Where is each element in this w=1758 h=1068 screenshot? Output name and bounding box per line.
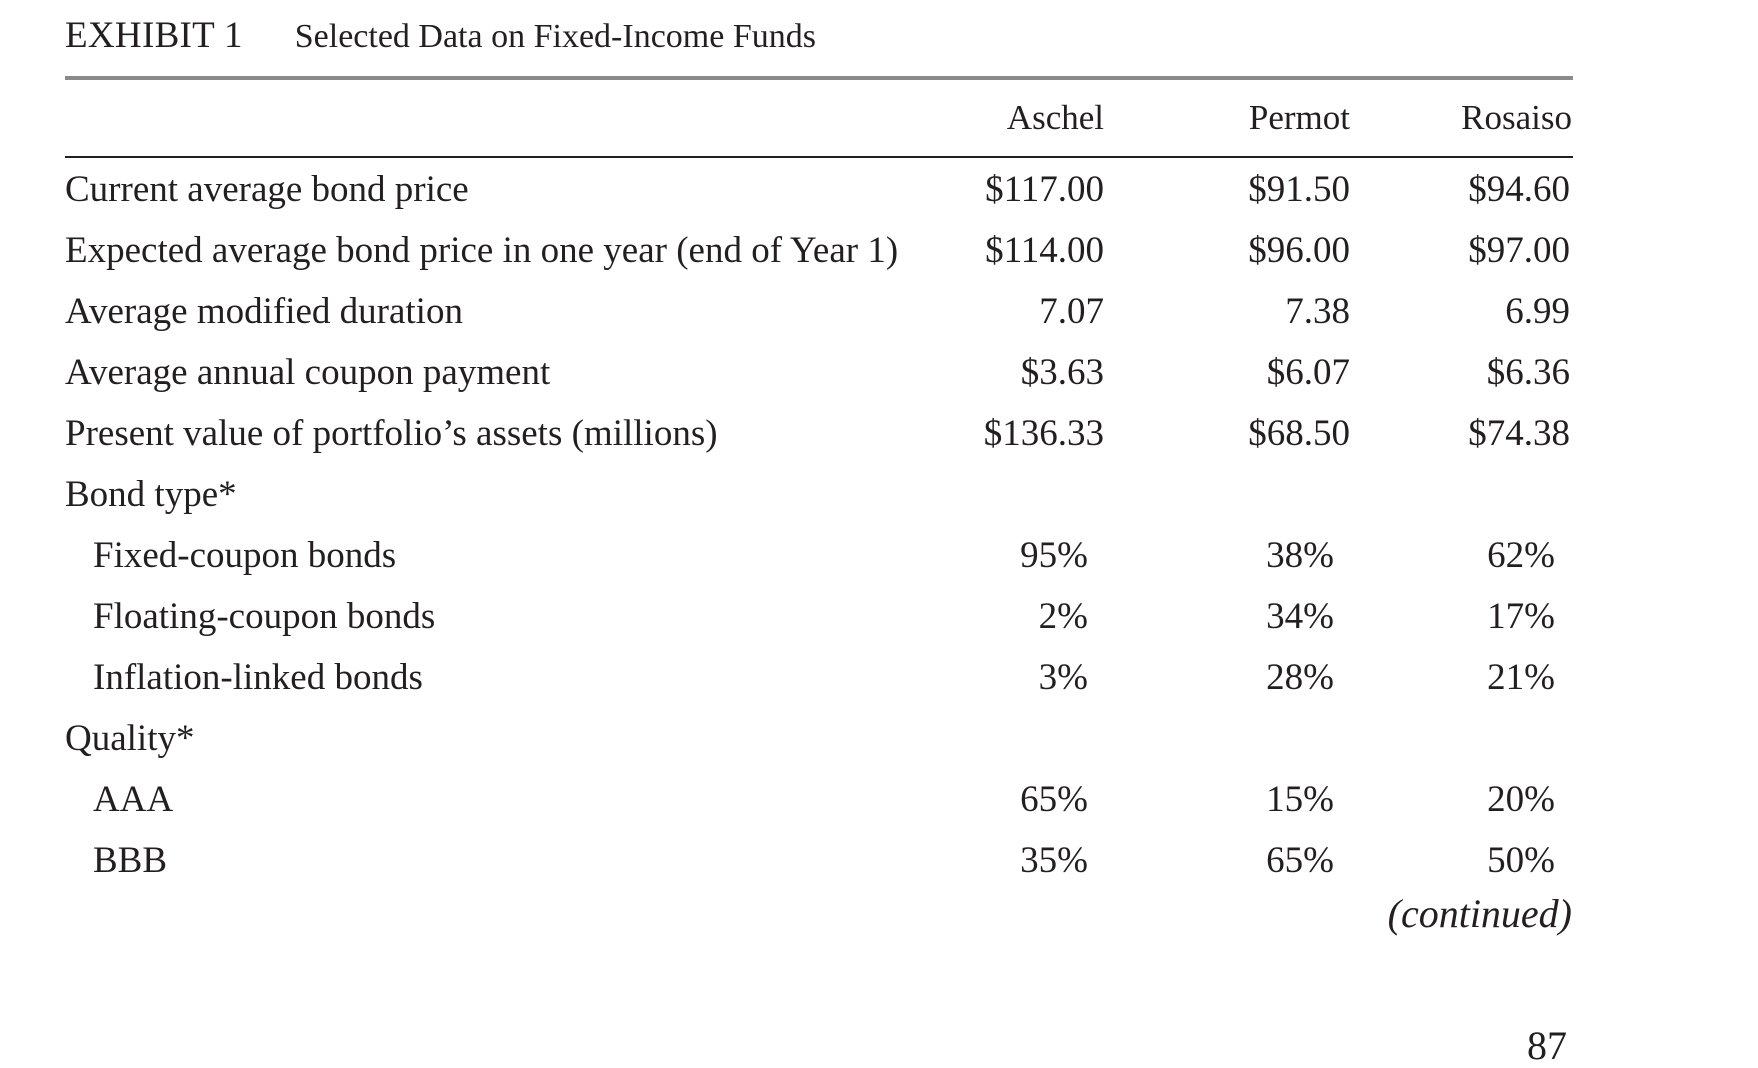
row-label: Floating-coupon bonds: [93, 596, 436, 637]
cell-rosaiso: 17%: [1487, 596, 1555, 637]
table-row: BBB 35% 65% 50%: [0, 830, 1758, 891]
cell-permot: 65%: [1266, 840, 1334, 881]
table-row: Floating-coupon bonds 2% 34% 17%: [0, 586, 1758, 647]
cell-aschel: 65%: [1020, 779, 1088, 820]
row-label: Fixed-coupon bonds: [93, 535, 397, 576]
table-row: Average modified duration 7.07 7.38 6.99: [0, 281, 1758, 342]
cell-aschel: $114.00: [985, 230, 1104, 271]
row-label: BBB: [93, 840, 168, 881]
cell-rosaiso: $97.00: [1468, 230, 1570, 271]
row-label: AAA: [93, 779, 174, 820]
cell-rosaiso: $74.38: [1468, 413, 1570, 454]
cell-aschel: 2%: [1038, 596, 1088, 637]
cell-aschel: $3.63: [1020, 352, 1104, 393]
table-row: Expected average bond price in one year …: [0, 220, 1758, 281]
cell-rosaiso: 62%: [1487, 535, 1555, 576]
column-header-permot: Permot: [1248, 98, 1350, 137]
cell-aschel: 7.07: [1039, 291, 1104, 332]
cell-aschel: 3%: [1038, 657, 1088, 698]
cell-permot: $91.50: [1248, 169, 1350, 210]
page-number: 87: [1527, 1023, 1567, 1068]
cell-aschel: $136.33: [983, 413, 1104, 454]
cell-permot: $6.07: [1266, 352, 1350, 393]
cell-rosaiso: 50%: [1487, 840, 1555, 881]
cell-rosaiso: $6.36: [1486, 352, 1570, 393]
table-row: Current average bond price $117.00 $91.5…: [0, 159, 1758, 220]
cell-permot: 34%: [1266, 596, 1334, 637]
cell-aschel: 95%: [1020, 535, 1088, 576]
row-label: Current average bond price: [65, 169, 469, 210]
column-header-rosaiso: Rosaiso: [1461, 98, 1572, 137]
row-label: Average annual coupon payment: [65, 352, 551, 393]
section-label-quality: Quality*: [65, 718, 195, 759]
column-header-aschel: Aschel: [1006, 98, 1104, 137]
continued-note: (continued): [1387, 891, 1572, 936]
table-row: Present value of portfolio’s assets (mil…: [0, 403, 1758, 464]
top-rule: [65, 76, 1573, 80]
cell-permot: 7.38: [1285, 291, 1350, 332]
cell-rosaiso: $94.60: [1468, 169, 1570, 210]
table-row: Inflation-linked bonds 3% 28% 21%: [0, 647, 1758, 708]
document-page: EXHIBIT 1 Selected Data on Fixed-Income …: [0, 14, 1758, 1066]
cell-rosaiso: 6.99: [1505, 291, 1570, 332]
row-label: Expected average bond price in one year …: [65, 230, 899, 271]
row-label: Average modified duration: [65, 291, 463, 332]
header-rule: [65, 156, 1573, 158]
exhibit-label: EXHIBIT 1: [65, 15, 243, 56]
section-header-row: Bond type*: [0, 464, 1758, 525]
cell-permot: $96.00: [1248, 230, 1350, 271]
table-row: Fixed-coupon bonds 95% 38% 62%: [0, 525, 1758, 586]
row-label: Present value of portfolio’s assets (mil…: [65, 413, 718, 454]
cell-permot: 38%: [1266, 535, 1334, 576]
cell-permot: 28%: [1266, 657, 1334, 698]
cell-permot: $68.50: [1248, 413, 1350, 454]
table-row: Average annual coupon payment $3.63 $6.0…: [0, 342, 1758, 403]
cell-permot: 15%: [1266, 779, 1334, 820]
cell-aschel: 35%: [1020, 840, 1088, 881]
section-header-row: Quality*: [0, 708, 1758, 769]
cell-rosaiso: 20%: [1487, 779, 1555, 820]
cell-aschel: $117.00: [985, 169, 1104, 210]
exhibit-title: Selected Data on Fixed-Income Funds: [294, 18, 816, 55]
cell-rosaiso: 21%: [1487, 657, 1555, 698]
exhibit-header: EXHIBIT 1 Selected Data on Fixed-Income …: [65, 14, 816, 57]
section-label-bond-type: Bond type*: [65, 474, 237, 515]
row-label: Inflation-linked bonds: [93, 657, 423, 698]
table-row: AAA 65% 15% 20%: [0, 769, 1758, 830]
